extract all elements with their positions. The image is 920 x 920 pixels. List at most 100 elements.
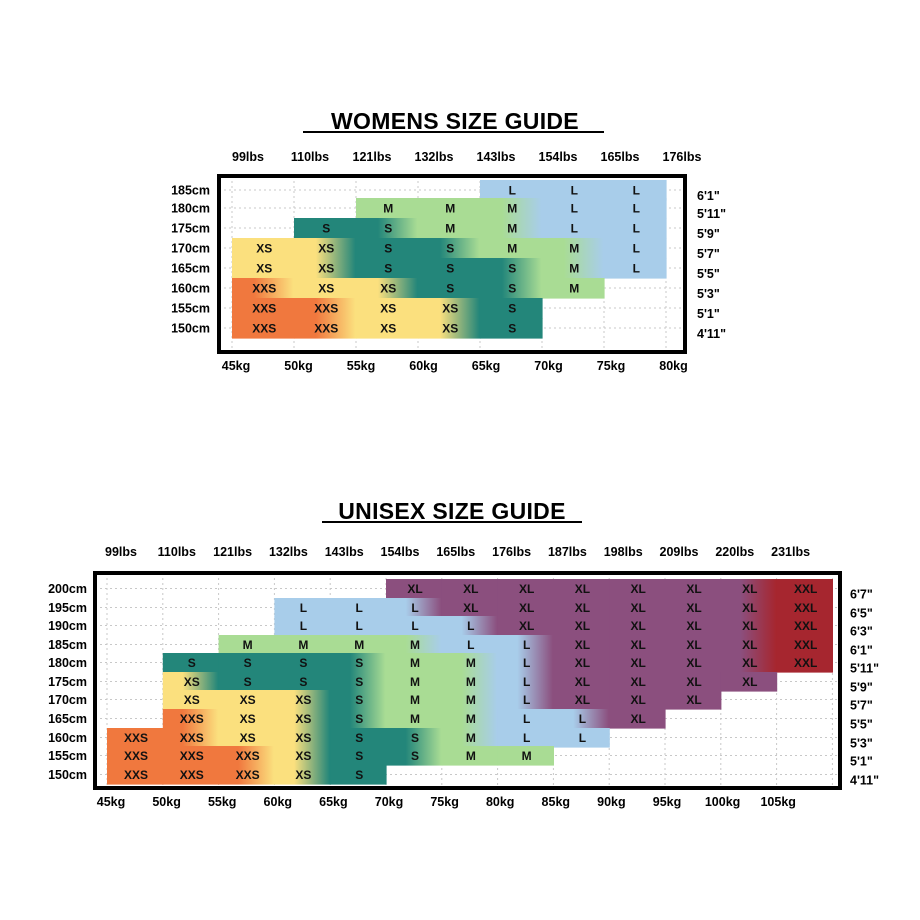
kg-tick-label: 55kg	[208, 795, 237, 809]
size-label: XL	[631, 675, 646, 689]
ft-tick-label: 5'11"	[850, 662, 879, 676]
size-label: XL	[631, 712, 646, 726]
size-cell-m	[218, 635, 275, 655]
lbs-tick-label: 121lbs	[353, 150, 392, 164]
size-cell-s	[274, 672, 331, 692]
cm-tick-label: 195cm	[48, 601, 87, 615]
lbs-tick-label: 121lbs	[213, 545, 252, 559]
size-cell-xs	[418, 318, 481, 339]
size-label: L	[523, 731, 530, 745]
size-label: L	[523, 693, 530, 707]
size-label: XL	[519, 619, 534, 633]
size-cell-xxl	[776, 598, 833, 618]
size-label: S	[188, 656, 196, 670]
size-cell-xxs	[162, 728, 220, 748]
size-label: XS	[184, 693, 200, 707]
size-label: S	[244, 656, 252, 670]
lbs-tick-label: 165lbs	[601, 150, 640, 164]
cm-tick-label: 170cm	[171, 242, 210, 256]
kg-tick-label: 100kg	[705, 795, 740, 809]
size-label: S	[384, 262, 392, 276]
size-cell-xl	[441, 598, 499, 618]
kg-tick-label: 65kg	[319, 795, 348, 809]
kg-tick-label: 70kg	[375, 795, 404, 809]
size-label: L	[300, 619, 307, 633]
size-label: XS	[442, 322, 458, 336]
size-label: XL	[631, 601, 646, 615]
size-label: XXS	[180, 731, 204, 745]
kg-tick-label: 75kg	[597, 359, 626, 373]
size-cell-xl	[553, 616, 610, 636]
size-label: XXL	[794, 638, 817, 652]
size-label: XL	[686, 638, 701, 652]
size-cell-xxl	[776, 635, 833, 655]
size-label: XXL	[794, 582, 817, 596]
size-label: XL	[631, 638, 646, 652]
size-label: XL	[575, 638, 590, 652]
size-cell-m	[480, 238, 543, 259]
size-cell-l	[542, 218, 605, 239]
ft-tick-label: 5'9"	[850, 681, 873, 695]
size-label: XXS	[236, 749, 260, 763]
kg-tick-label: 50kg	[284, 359, 313, 373]
size-cell-m	[386, 709, 443, 729]
size-cell-s	[386, 728, 443, 748]
kg-tick-label: 50kg	[152, 795, 181, 809]
size-label: S	[446, 282, 454, 296]
cm-tick-label: 170cm	[48, 693, 87, 707]
size-cell-xl	[609, 616, 666, 636]
size-cell-l	[604, 198, 667, 219]
size-label: S	[446, 262, 454, 276]
kg-tick-label: 105kg	[760, 795, 795, 809]
size-cell-m	[386, 635, 443, 655]
size-label: S	[384, 222, 392, 236]
size-cell-xl	[609, 709, 666, 729]
size-cell-xl	[386, 579, 443, 599]
size-cell-xxs	[107, 746, 164, 766]
size-cell-s	[330, 728, 387, 748]
size-cell-l	[497, 728, 554, 748]
size-label: M	[466, 712, 476, 726]
size-label: XL	[407, 582, 422, 596]
kg-tick-label: 85kg	[542, 795, 571, 809]
ft-tick-label: 5'5"	[850, 718, 873, 732]
size-label: XL	[575, 582, 590, 596]
size-cell-xxs	[162, 765, 220, 785]
size-cell-xl	[497, 598, 554, 618]
size-cell-xs	[232, 258, 295, 279]
size-cell-s	[356, 218, 419, 239]
size-label: L	[300, 601, 307, 615]
size-cell-xs	[274, 728, 331, 748]
size-cell-m	[386, 653, 443, 673]
size-label: L	[571, 222, 578, 236]
size-cell-l	[542, 180, 605, 201]
size-label: XXS	[314, 302, 338, 316]
size-label: S	[355, 656, 363, 670]
lbs-tick-label: 187lbs	[548, 545, 587, 559]
size-label: M	[410, 675, 420, 689]
size-label: XL	[463, 582, 478, 596]
size-cell-xxs	[232, 318, 295, 339]
size-label: XL	[631, 619, 646, 633]
size-cell-l	[274, 598, 331, 618]
lbs-tick-label: 220lbs	[715, 545, 754, 559]
size-cell-xl	[553, 653, 610, 673]
size-cell-xxs	[107, 765, 164, 785]
ft-tick-label: 5'7"	[850, 699, 873, 713]
size-label: XXS	[236, 768, 260, 782]
size-cell-l	[604, 238, 667, 259]
size-cell-s	[330, 746, 387, 766]
size-cell-s	[480, 298, 543, 319]
ft-tick-label: 5'1"	[697, 307, 720, 321]
size-label: XL	[686, 693, 701, 707]
size-cell-xl	[553, 672, 610, 692]
size-label: XL	[686, 601, 701, 615]
size-cell-l	[480, 180, 543, 201]
size-cell-l	[497, 690, 554, 710]
chart-title: UNISEX SIZE GUIDE	[338, 498, 565, 524]
size-cell-xl	[609, 598, 666, 618]
size-cell-xxs	[162, 709, 220, 729]
size-cell-xs	[232, 238, 295, 259]
